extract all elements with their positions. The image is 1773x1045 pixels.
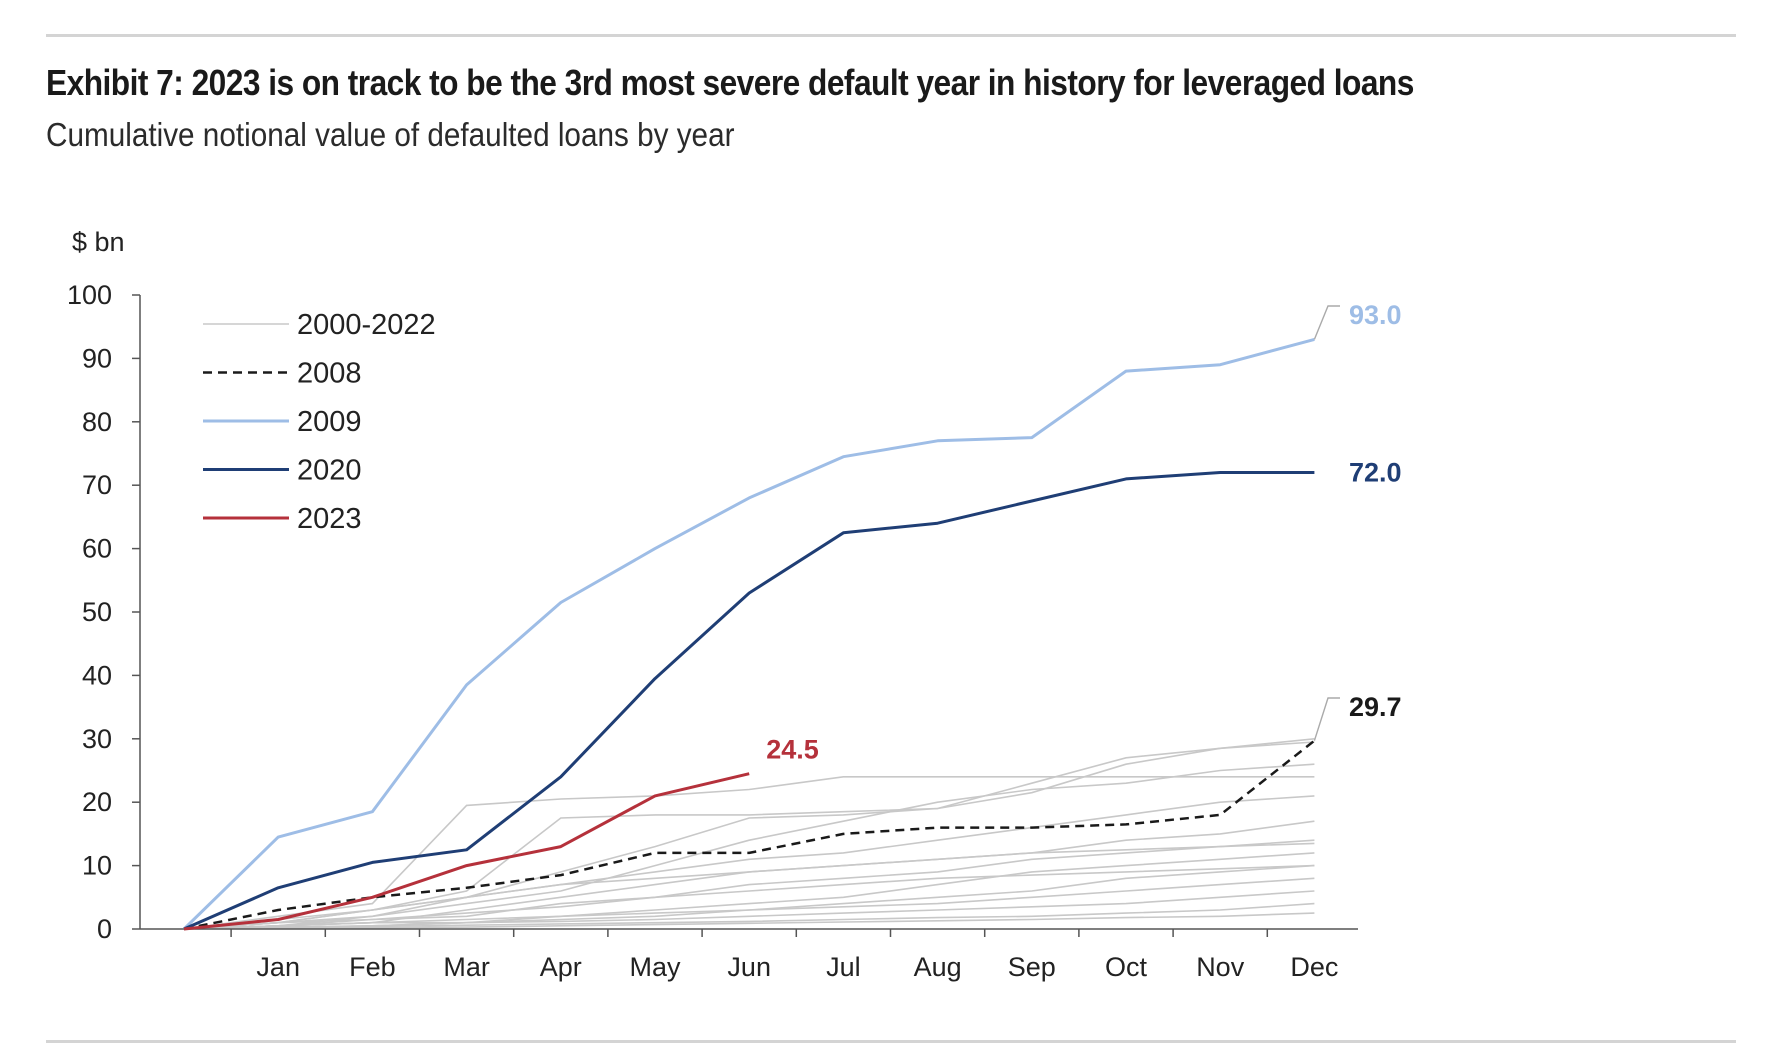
chart-subtitle: Cumulative notional value of defaulted l… xyxy=(46,116,735,153)
legend: 2000-2022 2008 2009 2020 2023 xyxy=(203,309,436,535)
end-labels: 29.7 93.0 72.0 24.5 xyxy=(766,300,1401,765)
legend-label-2020: 2020 xyxy=(297,455,362,487)
y-tick-label: 80 xyxy=(82,407,112,437)
background-series-line-12 xyxy=(183,912,1315,930)
x-tick-label-jun: Jun xyxy=(727,952,771,982)
background-series-line-14 xyxy=(183,842,1315,930)
x-tick-label-jan: Jan xyxy=(256,952,300,982)
x-tick-label-nov: Nov xyxy=(1196,952,1245,982)
background-series-line-0 xyxy=(183,776,1315,930)
x-tick-label-jul: Jul xyxy=(826,952,861,982)
y-tick-label: 0 xyxy=(97,914,112,944)
background-series-line-11 xyxy=(183,902,1315,930)
end-label-2020: 72.0 xyxy=(1349,458,1402,488)
x-tick-label-oct: Oct xyxy=(1105,952,1148,982)
end-label-2008: 29.7 xyxy=(1349,692,1402,722)
y-tick-label: 50 xyxy=(82,597,112,627)
y-tick-label: 60 xyxy=(82,534,112,564)
y-tick-label: 10 xyxy=(82,851,112,881)
background-series-group xyxy=(183,738,1315,930)
y-tick-label: 100 xyxy=(67,280,112,310)
legend-label-2023: 2023 xyxy=(297,503,362,535)
x-tick-label-feb: Feb xyxy=(349,952,396,982)
legend-label-2000-2022: 2000-2022 xyxy=(297,309,436,341)
x-tick-label-apr: Apr xyxy=(540,952,582,982)
y-tick-label: 30 xyxy=(82,724,112,754)
x-tick-label-may: May xyxy=(629,952,681,982)
y-tick-label: 40 xyxy=(82,660,112,690)
end-label-leader-2009 xyxy=(1313,305,1340,340)
y-tick-label: 90 xyxy=(82,343,112,373)
background-series-line-3 xyxy=(183,763,1315,930)
background-series-line-9 xyxy=(183,877,1315,930)
highlight-series-group xyxy=(182,337,1316,931)
x-tick-label-sep: Sep xyxy=(1008,952,1056,982)
y-tick-label: 20 xyxy=(82,787,112,817)
background-series-line-13 xyxy=(183,864,1315,930)
series-line-2020 xyxy=(183,471,1315,931)
end-label-2023: 24.5 xyxy=(766,735,819,765)
series-line-2008 xyxy=(183,739,1316,931)
axes: 0 10 20 30 40 50 60 70 80 90 100 $ bn Jan Feb Mar Apr Ma… xyxy=(67,227,1358,982)
end-label-2009: 93.0 xyxy=(1349,300,1402,330)
x-tick-label-mar: Mar xyxy=(443,952,490,982)
legend-label-2008: 2008 xyxy=(297,358,362,390)
x-tick-label-aug: Aug xyxy=(914,952,962,982)
series-line-2009 xyxy=(182,337,1315,931)
x-tick-label-dec: Dec xyxy=(1290,952,1338,982)
end-label-leader-2008 xyxy=(1313,697,1340,741)
legend-label-2009: 2009 xyxy=(297,406,362,438)
top-divider xyxy=(46,34,1736,37)
chart-title: Exhibit 7: 2023 is on track to be the 3r… xyxy=(46,62,1414,103)
y-tick-label: 70 xyxy=(82,470,112,500)
bottom-divider xyxy=(46,1040,1736,1043)
y-axis-unit-label: $ bn xyxy=(72,227,125,257)
series-line-2023 xyxy=(183,772,750,931)
